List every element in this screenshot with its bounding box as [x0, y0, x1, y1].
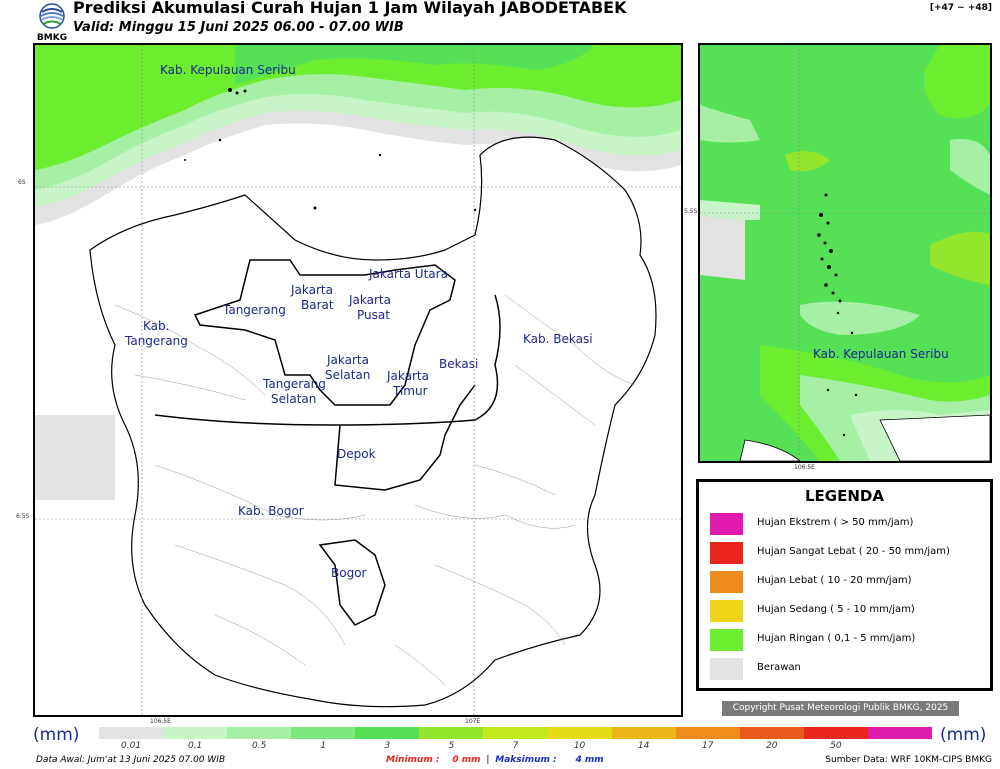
- colorbar-segment: [419, 727, 484, 739]
- label-kab-tangerang-2: Tangerang: [124, 334, 188, 348]
- colorbar-tick: 10: [573, 741, 586, 751]
- data-source: Sumber Data: WRF 10KM-CIPS BMKG: [825, 755, 992, 765]
- legend-item-sedang: Hujan Sedang ( 5 - 10 mm/jam): [710, 600, 980, 622]
- colorbar-segment: [803, 727, 868, 739]
- maximum-label: Maksimum :: [495, 755, 557, 765]
- label-kab-tangerang-1: Kab.: [143, 319, 169, 333]
- legend-swatch: [710, 629, 743, 651]
- label-tangerang: Tangerang: [222, 303, 286, 317]
- colorbar-segment: [739, 727, 804, 739]
- colorbar-segment: [355, 727, 420, 739]
- unit-label-right: (mm): [940, 725, 987, 745]
- label-jakarta-utara: Jakarta Utara: [368, 267, 448, 281]
- colorbar-segment: [227, 727, 292, 739]
- colorbar-tick: 3: [384, 741, 391, 751]
- valid-time: Valid: Minggu 15 Juni 2025 06.00 - 07.00…: [73, 20, 404, 35]
- logo-text: BMKG: [37, 33, 67, 42]
- minimum-label: Minimum :: [386, 755, 440, 765]
- colorbar-segment: [867, 727, 933, 739]
- inset-lon-tick: 106.5E: [794, 464, 815, 471]
- colorbar-tick: 0.1: [187, 741, 203, 751]
- inset-lat-tick: 5.5S: [684, 208, 698, 215]
- label-kab-bogor: Kab. Bogor: [238, 504, 304, 518]
- legend-swatch: [710, 658, 743, 680]
- colorbar-tick: 0.01: [121, 741, 142, 751]
- legend-item-ringan: Hujan Ringan ( 0,1 - 5 mm/jam): [710, 629, 980, 651]
- colorbar-segment: [163, 727, 228, 739]
- label-jakarta-barat-2: Barat: [301, 298, 334, 312]
- label-kepulauan-seribu: Kab. Kepulauan Seribu: [160, 63, 296, 77]
- colorbar-tick: 5: [448, 741, 455, 751]
- main-map: Kab. Kepulauan Seribu Kab. Tangerang Tan…: [33, 43, 683, 717]
- label-jakarta-selatan-2: Selatan: [325, 368, 370, 382]
- lat-tick-6s: 6S: [18, 179, 26, 186]
- legend-label: Hujan Sangat Lebat ( 20 - 50 mm/jam): [757, 546, 950, 557]
- legend-label: Hujan Sedang ( 5 - 10 mm/jam): [757, 604, 915, 615]
- legend-item-lebat: Hujan Lebat ( 10 - 20 mm/jam): [710, 571, 980, 593]
- colorbar-segment: [611, 727, 676, 739]
- colorbar: [99, 727, 933, 739]
- legend-label: Berawan: [757, 662, 801, 673]
- colorbar-tick: 20: [766, 741, 778, 751]
- label-bogor: Bogor: [331, 566, 367, 580]
- bmkg-logo: BMKG: [37, 3, 67, 42]
- label-tangerang-selatan-2: Selatan: [271, 392, 316, 406]
- forecast-range: [+47 ~ +48]: [929, 3, 992, 13]
- label-bekasi: Bekasi: [439, 357, 478, 371]
- label-jakarta-selatan-1: Jakarta: [326, 353, 369, 367]
- colorbar-tick: 7: [512, 741, 519, 751]
- colorbar-segment: [99, 727, 164, 739]
- legend-swatch: [710, 513, 743, 535]
- legend-label: Hujan Ringan ( 0,1 - 5 mm/jam): [757, 633, 916, 644]
- label-jakarta-pusat-2: Pusat: [357, 308, 390, 322]
- legend-label: Hujan Ekstrem ( > 50 mm/jam): [757, 517, 914, 528]
- legend: LEGENDA Hujan Ekstrem ( > 50 mm/jam) Huj…: [696, 479, 993, 691]
- label-tangerang-selatan-1: Tangerang: [262, 377, 326, 391]
- colorbar-tick: 1: [320, 741, 327, 751]
- label-jakarta-barat-1: Jakarta: [290, 283, 333, 297]
- label-depok: Depok: [337, 447, 376, 461]
- copyright: Copyright Pusat Meteorologi Publik BMKG,…: [722, 701, 959, 716]
- label-jakarta-timur-1: Jakarta: [386, 369, 429, 383]
- colorbar-segment: [675, 727, 740, 739]
- colorbar-segment: [483, 727, 548, 739]
- legend-item-ekstrem: Hujan Ekstrem ( > 50 mm/jam): [710, 513, 980, 535]
- legend-label: Hujan Lebat ( 10 - 20 mm/jam): [757, 575, 912, 586]
- lon-tick-106-5e: 106.5E: [150, 718, 171, 725]
- data-awal: Data Awal: Jum'at 13 Juni 2025 07.00 WIB: [36, 755, 226, 765]
- colorbar-tick: 50: [830, 741, 842, 751]
- lon-tick-107e: 107E: [465, 718, 480, 725]
- min-max: Minimum : 0 mm | Maksimum : 4 mm: [386, 755, 604, 765]
- colorbar-tick: 17: [701, 741, 714, 751]
- colorbar-tick: 14: [637, 741, 650, 751]
- legend-swatch: [710, 600, 743, 622]
- colorbar-ticks: 0.01 0.1 0.5 1 3 5 7 10 14 17 20 50: [99, 741, 932, 753]
- minmax-separator: |: [486, 755, 490, 765]
- legend-item-berawan: Berawan: [710, 658, 980, 680]
- lat-tick-6-5s: 6.5S: [16, 513, 30, 520]
- maximum-value: 4 mm: [575, 755, 604, 765]
- inset-map: Kab. Kepulauan Seribu: [698, 43, 992, 463]
- legend-swatch: [710, 571, 743, 593]
- label-kab-bekasi: Kab. Bekasi: [523, 332, 593, 346]
- colorbar-tick: 0.5: [252, 741, 267, 751]
- minimum-value: 0 mm: [452, 755, 481, 765]
- label-jakarta-pusat-1: Jakarta: [348, 293, 391, 307]
- legend-item-sangat-lebat: Hujan Sangat Lebat ( 20 - 50 mm/jam): [710, 542, 980, 564]
- legend-title: LEGENDA: [805, 487, 884, 505]
- inset-label-kepulauan-seribu: Kab. Kepulauan Seribu: [813, 347, 949, 361]
- colorbar-segment: [291, 727, 356, 739]
- page-title: Prediksi Akumulasi Curah Hujan 1 Jam Wil…: [73, 0, 627, 17]
- label-jakarta-timur-2: Timur: [392, 384, 428, 398]
- colorbar-segment: [547, 727, 612, 739]
- unit-label-left: (mm): [33, 725, 80, 745]
- legend-swatch: [710, 542, 743, 564]
